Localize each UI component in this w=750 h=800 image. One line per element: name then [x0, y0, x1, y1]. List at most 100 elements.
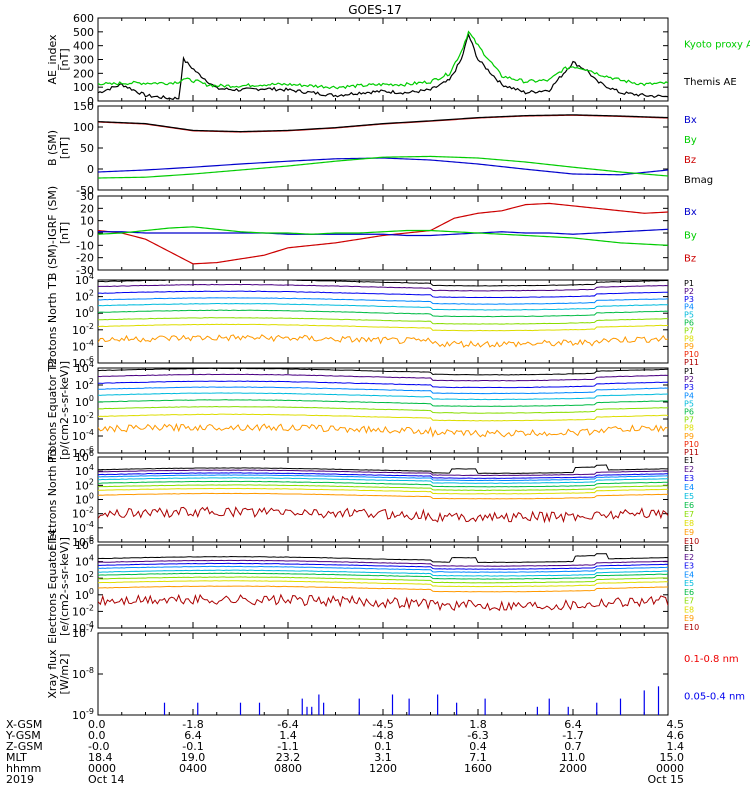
panel-frame: [97, 105, 669, 191]
time-axis-value: -4.5: [372, 718, 393, 731]
y-tick: 10-2: [72, 603, 668, 618]
legend-entry: E1: [684, 544, 694, 553]
y-tick-label: -10: [76, 239, 94, 252]
y-tick-label: -20: [76, 252, 94, 265]
time-axis-value: 0.4: [469, 740, 487, 753]
y-tick-label: 20: [80, 202, 94, 215]
y-axis-label: Protons North T1: [46, 275, 59, 368]
time-axis-value: 1.8: [469, 718, 487, 731]
y-axis-label: Xray flux: [46, 649, 59, 699]
legend-entry: P2: [684, 287, 694, 296]
time-axis-value: 0800: [274, 762, 302, 775]
time-axis-value: -6.4: [277, 718, 298, 731]
channel-line: [98, 290, 668, 299]
channel-line: [98, 585, 668, 593]
y-tick-label: 50: [80, 142, 94, 155]
y-tick: 400: [73, 40, 668, 53]
time-axis-row: hhmm 0000 0400 0800 1200 1600 2000 0000: [6, 762, 684, 775]
time-axis-value: -1.1: [277, 740, 298, 753]
time-axis-row-name: MLT: [6, 751, 27, 764]
plot-area: [98, 553, 668, 612]
legend-entry: P1: [684, 279, 694, 288]
legend-entry: E7: [684, 597, 694, 606]
legend-entry: P4: [684, 303, 694, 312]
time-axis-value: -1.7: [562, 729, 583, 742]
y-tick-label: 102: [75, 289, 94, 304]
legend-entry: E4: [684, 570, 694, 579]
legend-entry: E1: [684, 456, 694, 465]
channel-line: [98, 297, 668, 305]
legend-entry: P11: [684, 448, 699, 457]
y-tick-label: -30: [76, 264, 94, 277]
time-axis-value: Oct 14: [88, 773, 125, 786]
legend-entry: Bx: [684, 115, 697, 126]
y-tick-label: 106: [75, 537, 94, 552]
y-tick: -10: [76, 239, 668, 252]
panel-2: 150 100 50 0 -50 B (SM) [nT] Bx By Bz Bmag: [46, 100, 713, 197]
legend-entry: By: [684, 230, 697, 241]
y-tick: -30: [76, 264, 668, 277]
plot-area: [98, 464, 668, 524]
legend-entry: 0.1-0.8 nm: [684, 654, 739, 665]
legend-entry: P8: [684, 334, 694, 343]
panel-frame: [97, 456, 669, 543]
plot-area: [98, 30, 668, 101]
channel-line: [98, 283, 668, 292]
y-tick-label: 100: [73, 121, 94, 134]
channel-line: [98, 386, 668, 395]
time-axis-row-name: X-GSM: [6, 718, 42, 731]
time-axis-row: Z-GSM -0.0 -0.1 -1.1 0.1 0.4 0.7 1.4: [6, 740, 684, 753]
legend-entry: P4: [684, 391, 694, 400]
time-axis-value: -0.0: [88, 740, 109, 753]
legend-entry: Bx: [684, 207, 697, 218]
time-axis-value: 19.0: [181, 751, 206, 764]
y-tick-label: 102: [75, 570, 94, 585]
time-axis-value: 0.7: [564, 740, 582, 753]
channel-line: [98, 559, 668, 567]
time-axis-value: 0.0: [88, 718, 106, 731]
legend-entry: E7: [684, 510, 694, 519]
legend-entry: E10: [684, 537, 699, 546]
time-axis-value: -6.3: [467, 729, 488, 742]
legend-entry: E3: [684, 562, 694, 571]
y-tick: 10-2: [72, 506, 668, 521]
legend-entry: P5: [684, 399, 694, 408]
channel-line: [98, 464, 668, 474]
series-line-by: [98, 155, 668, 179]
y-axis-unit: [nT]: [58, 48, 71, 70]
time-axis-value: 4.6: [667, 729, 685, 742]
time-axis-value: 18.4: [88, 751, 113, 764]
time-axis-value: 0000: [656, 762, 684, 775]
channel-line: [98, 368, 668, 376]
y-axis-label: B (SM): [46, 130, 59, 166]
legend-entry: P3: [684, 295, 694, 304]
legend-entry: 0.05-0.4 nm: [684, 691, 745, 702]
time-axis-table: X-GSM 0.0 -1.8 -6.4 -4.5 1.8 6.4 4.5 Y-GSM 0.0 6.4…: [5, 718, 684, 786]
series-line-bx: [98, 228, 668, 237]
y-tick-label: 100: [75, 394, 94, 409]
series-line-bx: [98, 157, 668, 176]
legend-entry: E2: [684, 553, 694, 562]
y-tick-label: 102: [75, 477, 94, 492]
y-tick-label: 10-2: [72, 603, 94, 618]
y-tick-label: 104: [75, 272, 94, 287]
time-axis-value: -1.8: [182, 718, 203, 731]
y-tick-label: 100: [75, 305, 94, 320]
plot-area: [163, 686, 660, 715]
legend-entry: P6: [684, 408, 694, 417]
y-axis-unit: [W/m2]: [58, 654, 71, 695]
time-axis-row: MLT 18.4 19.0 23.2 3.1 7.1 11.0 15.0: [6, 751, 684, 764]
time-axis-value: 6.4: [564, 718, 582, 731]
legend-entry: P6: [684, 319, 694, 328]
time-axis-value: 1.4: [667, 740, 685, 753]
legend-entry: E9: [684, 528, 694, 537]
legend-entry: P9: [684, 432, 694, 441]
y-tick-label: 0: [87, 163, 94, 176]
time-axis-value: 0.0: [88, 729, 106, 742]
y-axis-label: Protons Equator T2: [46, 358, 59, 463]
time-axis-row: X-GSM 0.0 -1.8 -6.4 -4.5 1.8 6.4 4.5: [6, 718, 684, 731]
legend-entry: Bz: [684, 253, 696, 264]
y-tick-label: 10-4: [72, 338, 94, 353]
